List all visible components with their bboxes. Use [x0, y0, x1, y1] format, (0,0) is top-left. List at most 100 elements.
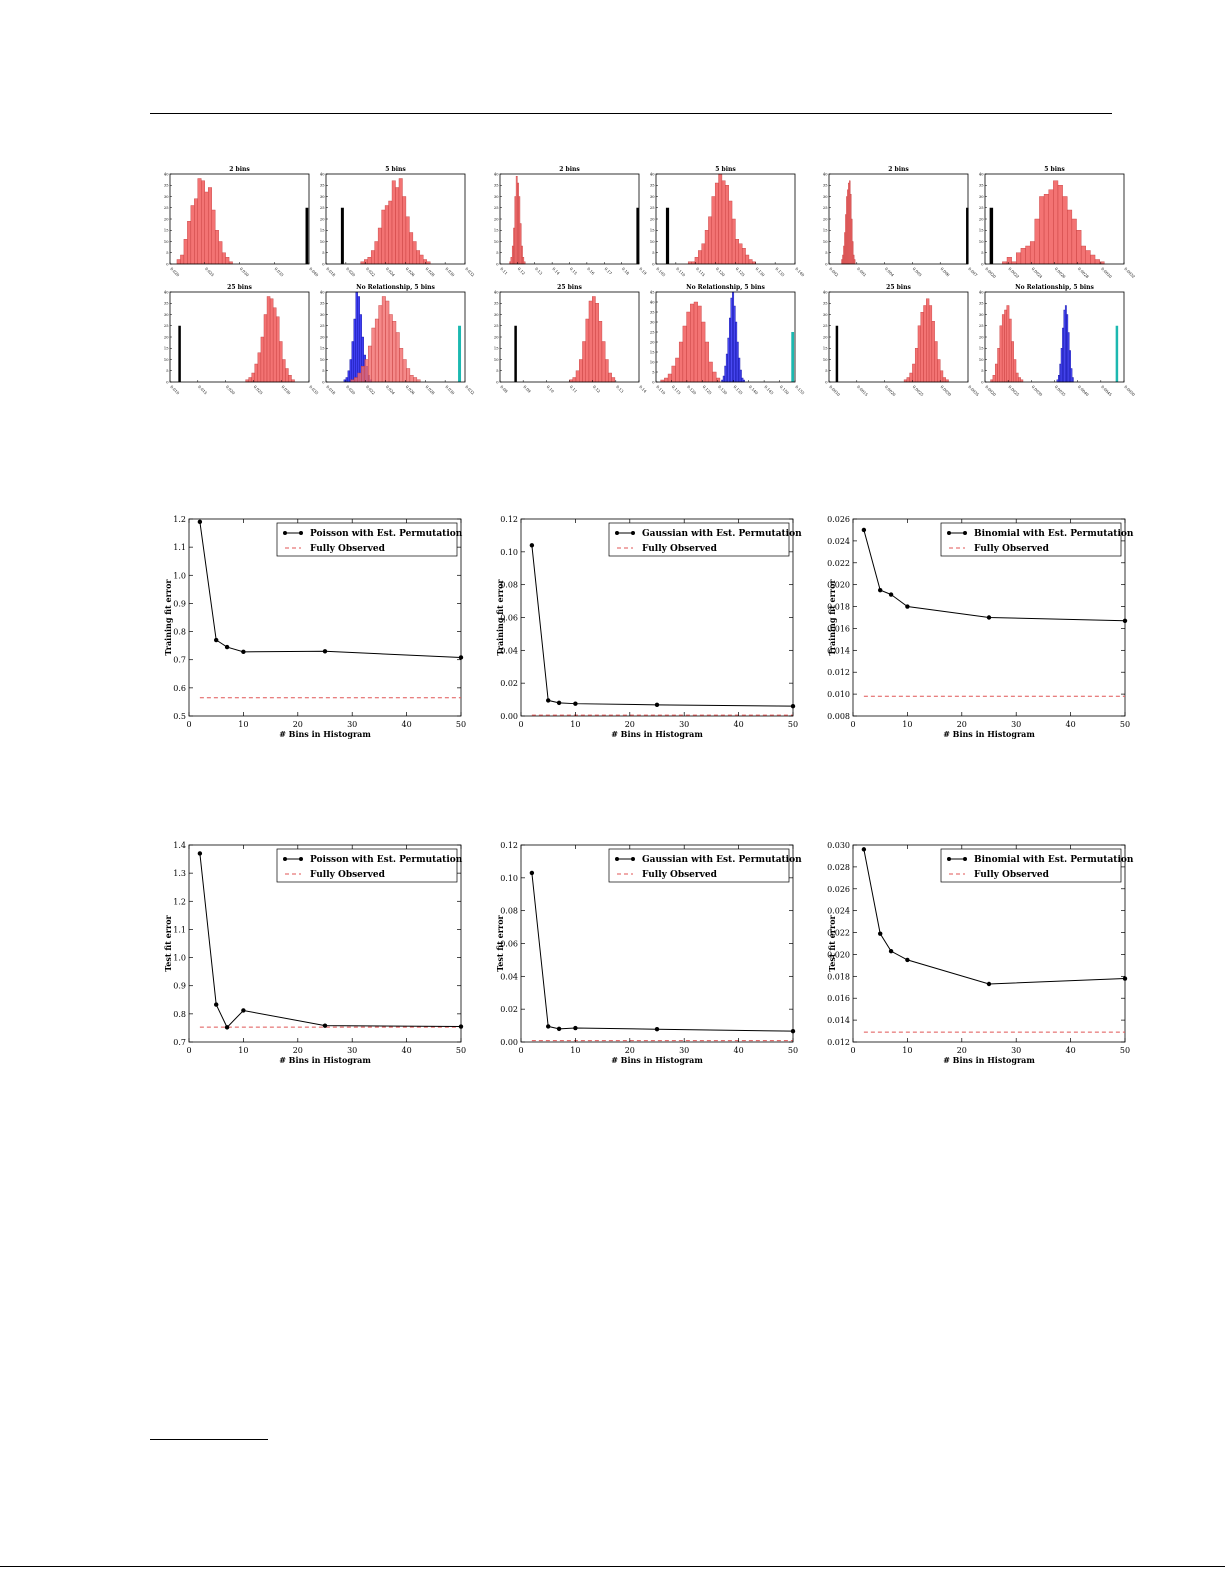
hist-ytick-label: 15 — [320, 347, 325, 351]
hist-bar-red — [1076, 230, 1082, 265]
hist-bar-red — [402, 359, 407, 383]
hist-ytick-label: 5 — [981, 251, 984, 255]
hist-bar-red — [1008, 318, 1012, 383]
hist-xtick-label: 0.12 — [517, 266, 527, 276]
data-point — [529, 543, 535, 548]
x-axis-label: # Bins in Histogram — [943, 1055, 1035, 1065]
hist-ytick-label: 0 — [652, 262, 655, 266]
hist-bar-red — [269, 298, 274, 383]
hist-ytick-label: 0 — [322, 380, 325, 384]
hist-xtick-label: 0.135 — [733, 384, 745, 396]
hist-ytick-label: 40 — [650, 172, 655, 176]
hist-ytick-label: 10 — [494, 240, 499, 244]
ytick-label: 0.08 — [500, 581, 518, 590]
hist-ytick-label: 40 — [164, 290, 169, 294]
hist-xtick-label: 0.018 — [325, 266, 337, 278]
series-line — [863, 849, 1126, 985]
ytick-label: 0.014 — [827, 1016, 850, 1025]
hist-xtick-label: 0.032 — [464, 266, 476, 278]
xtick-label: 30 — [347, 720, 357, 729]
data-point — [878, 931, 883, 936]
hist-xtick-label: 0.13 — [615, 384, 625, 394]
ytick-label: 0.00 — [500, 712, 518, 721]
hist-bar-red — [714, 182, 719, 265]
hist-xtick-label: 0.0030 — [1031, 384, 1044, 397]
xtick-label: 20 — [293, 1046, 303, 1055]
data-point — [322, 649, 328, 654]
hist-xtick-label: 0.16 — [586, 266, 596, 276]
ytick-label: 1.1 — [173, 925, 186, 934]
hist-xtick-label: 0.0015 — [856, 384, 869, 397]
hist-bar-red — [197, 178, 202, 265]
hist-ytick-label: 30 — [164, 313, 169, 317]
hist-bar-red — [1085, 250, 1091, 265]
hist-ytick-label: 30 — [979, 195, 984, 199]
hist-xtick-label: 0.10 — [546, 384, 556, 394]
legend-label-series: Poisson with Est. Permutation — [310, 529, 463, 539]
hist-xtick-label: 0.0050 — [1123, 384, 1136, 397]
data-point — [905, 604, 910, 609]
hist-xtick-label: 0.007 — [967, 266, 979, 278]
legend-label-baseline: Fully Observed — [642, 544, 718, 554]
hist-xtick-label: 0.12 — [592, 384, 602, 394]
hist-xtick-label: 0.0020 — [984, 384, 997, 397]
hist-xtick-label: 0.020 — [169, 266, 181, 278]
hist-bar-red — [218, 241, 223, 265]
data-point — [546, 1024, 551, 1029]
hist-bar-red — [931, 321, 935, 383]
xtick-label: 10 — [570, 1046, 580, 1055]
hist-xtick-label: 0.09 — [522, 384, 532, 394]
hist-ytick-label: 0 — [652, 380, 655, 384]
xtick-label: 0 — [186, 720, 191, 729]
hist-bar-red — [608, 372, 612, 383]
hist-bar-blue — [1066, 314, 1069, 383]
hist-ytick-label: 5 — [652, 251, 655, 255]
hist-ytick-label: 35 — [494, 184, 499, 188]
hist-xtick-label: 0.105 — [655, 266, 667, 278]
hist-xtick-label: 0.020 — [225, 384, 237, 396]
hist-bar-black — [305, 207, 309, 264]
hist-ytick-label: 40 — [320, 172, 325, 176]
data-point — [1122, 618, 1128, 623]
hist-bar-blue — [739, 369, 742, 383]
ytick-label: 0.9 — [173, 982, 186, 991]
ytick-label: 0.9 — [173, 599, 186, 608]
legend-marker — [631, 531, 635, 535]
xtick-label: 0 — [518, 1046, 523, 1055]
hist-ytick-label: 5 — [496, 251, 499, 255]
hist-bar-blue — [729, 317, 731, 383]
line-svg: 0.012 0.014 0.016 0.018 0.020 0.022 0.024 0.026… — [827, 841, 1134, 1065]
hist-xtick-label: 0.18 — [621, 266, 631, 276]
xtick-label: 50 — [788, 1046, 798, 1055]
hist-bar-red — [1043, 194, 1049, 265]
data-point — [556, 1026, 562, 1032]
ytick-label: 0.008 — [827, 712, 850, 721]
hist-bar-red — [176, 259, 181, 265]
hist-svg: 2 bins 0 5 10 15 20 25 30 35 40 0.020 0.025 0.030 0.0… — [164, 166, 320, 278]
hist-xtick-label: 0.024 — [385, 384, 397, 396]
xtick-label: 10 — [238, 1046, 248, 1055]
hist-ytick-label: 35 — [823, 184, 828, 188]
hist-bar-blue — [1070, 368, 1073, 383]
hist-xtick-label: 0.155 — [794, 384, 806, 396]
hist-bar-red — [1071, 218, 1077, 265]
ytick-label: 0.08 — [500, 907, 518, 916]
hist-ytick-label: 35 — [979, 184, 984, 188]
hist-xtick-label: 0.003 — [856, 266, 868, 278]
xtick-label: 20 — [625, 1046, 635, 1055]
hist-panel: No Relationship, 5 bins 0 5 10 15 20 25 30 35 40 4… — [649, 281, 806, 399]
hist-bar-red — [906, 377, 910, 383]
hist-bar-red — [385, 300, 390, 383]
hist-bar-red — [1004, 309, 1007, 383]
hist-bar-red — [748, 259, 753, 265]
ytick-label: 0.016 — [827, 994, 850, 1003]
ytick-label: 0.7 — [173, 656, 186, 665]
hist-ytick-label: 10 — [164, 240, 169, 244]
xtick-label: 50 — [788, 720, 798, 729]
hist-frame — [828, 291, 969, 383]
hist-bar-red — [712, 371, 717, 383]
hist-bar-red — [678, 341, 684, 383]
hist-bar-red — [1039, 196, 1045, 265]
hist-bar-red — [592, 296, 596, 383]
hist-bar-black — [178, 325, 181, 382]
